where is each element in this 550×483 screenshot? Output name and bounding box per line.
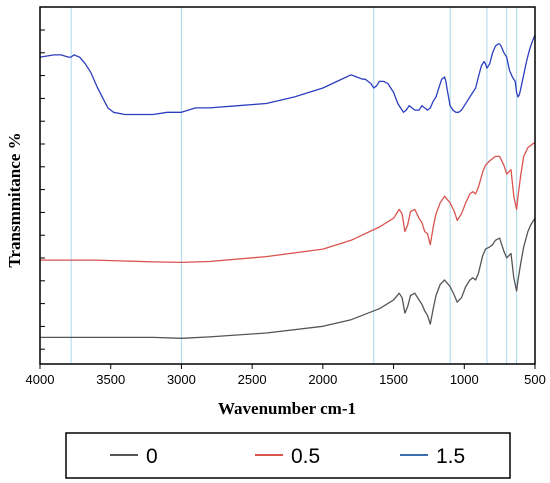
x-tick-label-1500: 1500 <box>379 372 408 387</box>
y-axis-label: Transmmitance % <box>5 132 24 267</box>
x-tick-label-500: 500 <box>524 372 546 387</box>
x-tick-label-1000: 1000 <box>450 372 479 387</box>
series-group <box>39 34 536 339</box>
x-tick-label-2500: 2500 <box>238 372 267 387</box>
x-ticks: 4000 3500 3000 2500 2000 1500 1000 500 <box>26 364 546 387</box>
plot-frame <box>39 6 536 365</box>
x-axis-label: Wavenumber cm-1 <box>218 399 356 418</box>
legend: 0 0.5 1.5 <box>65 432 511 479</box>
x-tick-label-3000: 3000 <box>167 372 196 387</box>
y-ticks <box>40 29 45 350</box>
series-line-1.5 <box>39 34 536 116</box>
x-tick-label-3500: 3500 <box>96 372 125 387</box>
legend-box <box>65 432 511 479</box>
x-tick-label-4000: 4000 <box>26 372 55 387</box>
reference-lines <box>70 7 518 364</box>
legend-label-0.5: 0.5 <box>291 445 320 468</box>
series-line-0.5 <box>40 142 535 264</box>
legend-label-0: 0 <box>146 445 158 468</box>
x-tick-label-2000: 2000 <box>308 372 337 387</box>
legend-label-1.5: 1.5 <box>436 445 465 468</box>
series-line-0 <box>40 217 536 339</box>
